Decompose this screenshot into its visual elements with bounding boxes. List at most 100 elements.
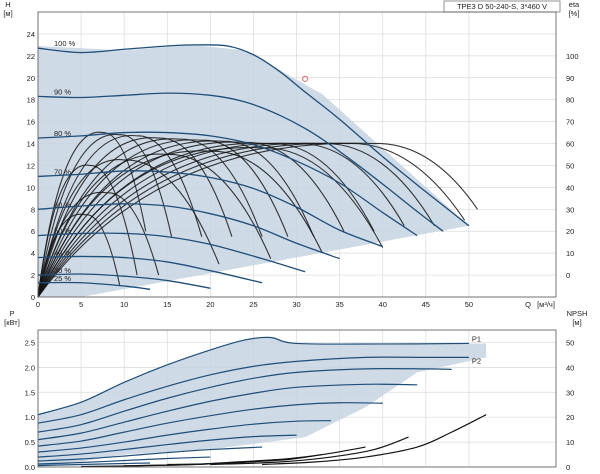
top-y-axis-label: H [5, 0, 10, 9]
y-tick-label: 18 [27, 96, 35, 105]
y-tick-label: 12 [27, 161, 35, 170]
efficiency-curve [37, 191, 160, 298]
y-tick-label: 14 [27, 140, 35, 149]
efficiency-curve [37, 138, 263, 298]
efficiency-curve [37, 139, 289, 298]
power-npsh-plot: P1 P2 0.0 0.5 1.0 1.5 2.0 2.5 0 10 20 30 40 50 [25, 329, 574, 472]
y-tick-label: 1.5 [25, 388, 35, 397]
speed-curve-label: 80 % [54, 129, 71, 138]
y-tick-label: 0 [31, 293, 35, 302]
y-tick-label: 24 [27, 30, 35, 39]
y2-tick-label: 20 [566, 413, 574, 422]
npsh-curve [262, 414, 487, 466]
head-flow-plot: 100 % 90 % 80 % 70 % 60 % 50 % 40 % 30 %25 % 0 5 1… [27, 11, 579, 309]
power-curve-label: P2 [472, 356, 481, 365]
efficiency-curve [37, 142, 435, 298]
x-tick-label: 50 [465, 300, 473, 309]
y-tick-label: 0.5 [25, 438, 35, 447]
y-tick-label: 1.0 [25, 413, 35, 422]
speed-curve [37, 232, 306, 273]
y2-tick-label: 90 [566, 74, 574, 83]
power-curve-label: P1 [472, 334, 481, 343]
x-tick-label: 35 [335, 300, 343, 309]
y2-tick-label: 0 [566, 271, 570, 280]
speed-curve [37, 170, 383, 248]
power-curve [37, 367, 452, 433]
npsh-curve [81, 458, 280, 468]
power-curve [37, 356, 469, 424]
bottom-y2-axis-unit: [м] [572, 318, 581, 327]
y-tick-label: 8 [31, 205, 35, 214]
x-tick-label: 15 [163, 300, 171, 309]
top-y-axis-unit: [м] [3, 9, 12, 18]
speed-curve [37, 131, 418, 237]
x-tick-label: 25 [249, 300, 257, 309]
y2-tick-label: 50 [566, 338, 574, 347]
y2-tick-label: 0 [566, 463, 570, 472]
bottom-plot-frame [37, 329, 557, 468]
speed-curve [37, 281, 151, 290]
y-tick-label: 6 [31, 227, 35, 236]
efficiency-curve [37, 164, 138, 298]
power-curve [37, 336, 469, 416]
y2-tick-label: 80 [566, 96, 574, 105]
x-axis-unit: [м³/ч] [537, 300, 555, 309]
y-tick-label: 10 [27, 183, 35, 192]
power-curve [37, 462, 151, 467]
x-tick-label: 5 [79, 300, 83, 309]
speed-curve-label: 100 % [54, 39, 76, 48]
y2-tick-label: 30 [566, 205, 574, 214]
y2-tick-label: 50 [566, 161, 574, 170]
speed-curve-label: 25 % [54, 274, 71, 283]
top-y2-axis-unit: [%] [569, 9, 580, 18]
speed-curve [37, 92, 444, 232]
y2-tick-label: 10 [566, 438, 574, 447]
speed-curve [37, 44, 470, 227]
y2-tick-label: 40 [566, 183, 574, 192]
y2-tick-label: 10 [566, 249, 574, 258]
duty-point-marker [302, 75, 309, 82]
x-tick-label: 30 [292, 300, 300, 309]
efficiency-curve [37, 133, 173, 298]
efficiency-curve [37, 142, 405, 298]
power-curve [37, 456, 211, 465]
speed-curve-label: 60 % [54, 200, 71, 209]
efficiency-curve [37, 131, 147, 298]
y-tick-label: 2 [31, 271, 35, 280]
speed-curve [37, 255, 263, 284]
y2-tick-label: 60 [566, 140, 574, 149]
speed-curve-label: 90 % [54, 87, 71, 96]
power-curve [37, 420, 332, 453]
npsh-curve [210, 436, 409, 466]
bottom-y-axis-unit: [кВт] [4, 318, 20, 327]
efficiency-curve [37, 150, 323, 298]
bottom-y-axis-label: P [9, 309, 14, 318]
efficiency-curve [37, 213, 121, 298]
power-curve [37, 383, 418, 441]
speed-curve [37, 273, 211, 289]
y2-tick-label: 40 [566, 363, 574, 372]
y2-tick-label: 100 [566, 52, 579, 61]
speed-curve-label: 70 % [54, 167, 71, 176]
x-tick-label: 40 [379, 300, 387, 309]
top-plot-frame [37, 11, 557, 298]
speed-curve-label: 50 % [54, 227, 71, 236]
power-curve [37, 434, 297, 458]
power-curve [37, 446, 263, 462]
x-tick-label: 20 [206, 300, 214, 309]
y-tick-label: 16 [27, 118, 35, 127]
top-y2-axis-label: eta [569, 0, 580, 9]
speed-curve-label: 30 % [54, 266, 71, 275]
efficiency-curve [37, 153, 272, 298]
y-tick-label: 22 [27, 52, 35, 61]
operating-region [38, 337, 487, 467]
power-curve [37, 402, 383, 447]
x-tick-label: 10 [120, 300, 128, 309]
y-tick-label: 2.5 [25, 338, 35, 347]
y2-tick-label: 70 [566, 118, 574, 127]
efficiency-curve [37, 141, 345, 298]
x-tick-label: 0 [36, 300, 40, 309]
efficiency-curve [37, 159, 220, 298]
